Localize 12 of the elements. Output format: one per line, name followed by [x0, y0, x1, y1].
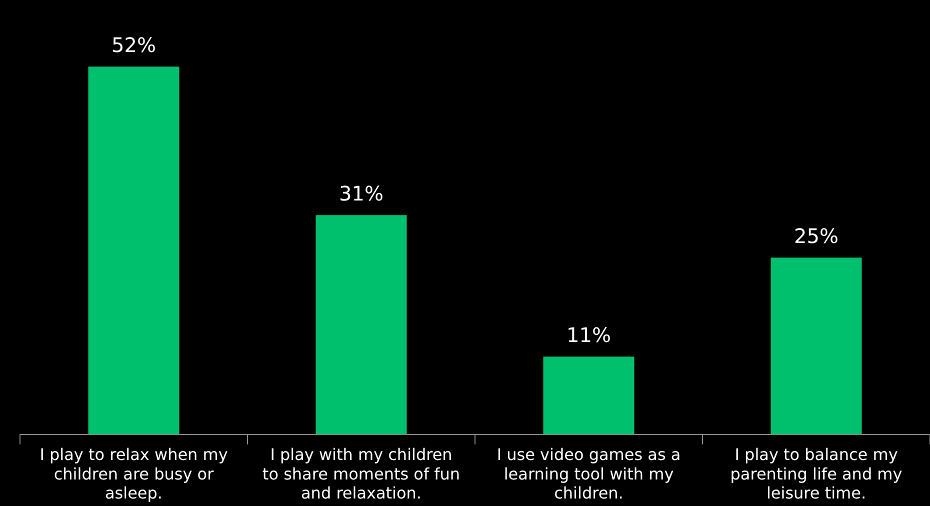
x-tick-label: I use video games as a learning tool with my children.	[496, 445, 681, 503]
x-tick-label: I play to relax when my children are busy or asleep.	[40, 445, 228, 503]
data-label: 11%	[566, 322, 611, 347]
data-label: 31%	[339, 181, 384, 206]
bar	[316, 215, 407, 434]
bar	[770, 258, 862, 434]
bar	[543, 356, 634, 434]
bar	[88, 66, 180, 434]
x-tick-label: I play to balance my parenting life and my leisure time.	[730, 445, 902, 503]
data-label: 52%	[112, 32, 156, 57]
x-tick-label: I play with my children to share moments of fun and relaxation.	[262, 445, 460, 503]
data-label: 25%	[794, 224, 838, 248]
